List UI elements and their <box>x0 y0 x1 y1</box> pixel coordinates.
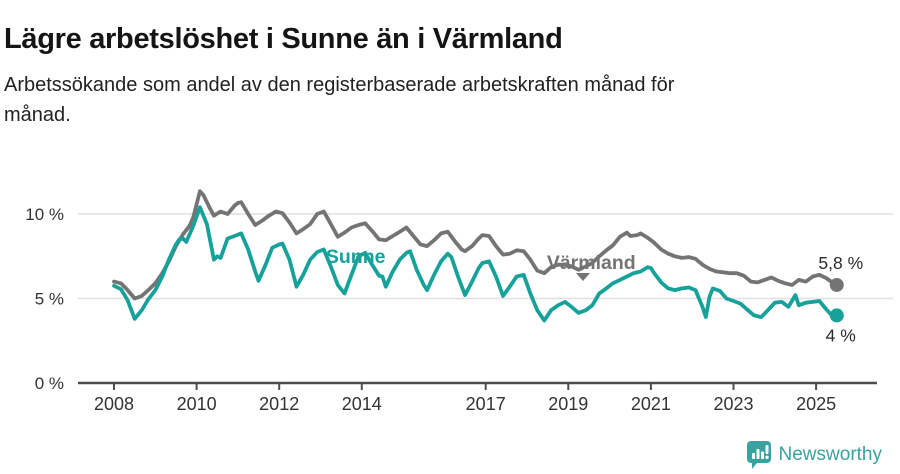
x-tick-label-2021: 2021 <box>631 394 671 414</box>
värmland-line <box>112 189 839 301</box>
subtitle-line-2: månad. <box>4 104 71 126</box>
page-title: Lägre arbetslöshet i Sunne än i Värmland <box>4 23 563 56</box>
chart-area: 0 % 5 % 10 % 2008 2010 2012 2014 2017 2019 2021 20… <box>0 165 900 430</box>
x-tick-label-2025: 2025 <box>796 394 836 414</box>
sunne-end-value-label: 4 % <box>826 325 856 345</box>
varmland-label-pointer-icon <box>576 273 590 281</box>
chart-subtitle: Arbetssökande som andel av den registerb… <box>4 70 674 130</box>
y-tick-label-5: 5 % <box>35 290 64 309</box>
x-tick-label-2012: 2012 <box>259 394 299 414</box>
unemployment-line-chart: 0 % 5 % 10 % 2008 2010 2012 2014 2017 2019 2021 20… <box>25 189 893 414</box>
sunne-end-dot <box>829 308 844 323</box>
x-tick-label-2019: 2019 <box>548 394 588 414</box>
x-tick-label-2023: 2023 <box>713 394 753 414</box>
värmland-end-dot <box>829 277 844 292</box>
subtitle-line-1: Arbetssökande som andel av den registerb… <box>4 74 675 96</box>
newsworthy-wordmark: Newsworthy <box>778 444 882 465</box>
y-tick-label-10: 10 % <box>25 205 64 224</box>
x-tick-label-2010: 2010 <box>177 394 217 414</box>
x-tick-label-2014: 2014 <box>342 394 382 414</box>
x-tick-label-2008: 2008 <box>94 394 134 414</box>
newsworthy-logo[interactable]: Newsworthy <box>746 440 882 470</box>
värmland-series-label: Värmland <box>547 252 636 274</box>
sunne-line <box>112 205 839 323</box>
värmland-end-value-label: 5,8 % <box>818 253 863 273</box>
newsworthy-badge-icon <box>746 441 771 469</box>
y-tick-label-0: 0 % <box>35 374 64 393</box>
x-tick-label-2017: 2017 <box>466 394 506 414</box>
sunne-series-label: Sunne <box>326 246 386 268</box>
